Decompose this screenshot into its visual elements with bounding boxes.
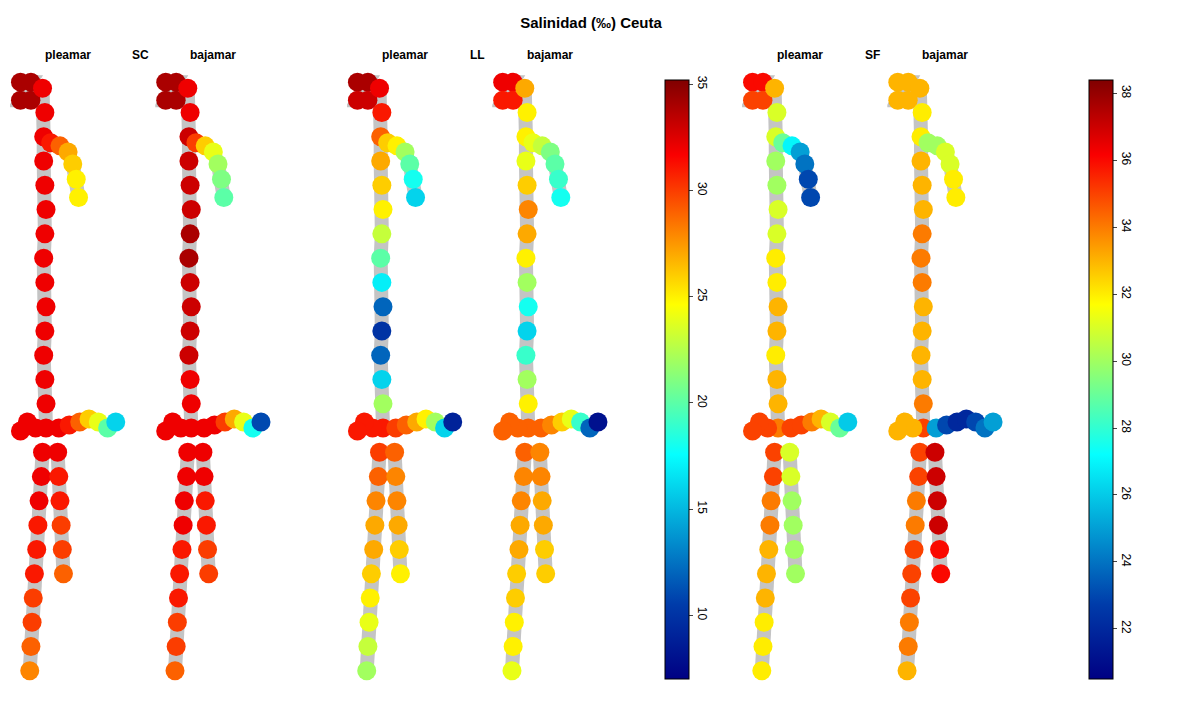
svg-text:38: 38 (1119, 85, 1133, 99)
svg-text:24: 24 (1119, 553, 1133, 567)
svg-text:SC: SC (132, 48, 149, 62)
svg-text:SF: SF (865, 48, 880, 62)
svg-text:28: 28 (1119, 420, 1133, 434)
svg-text:pleamar: pleamar (45, 48, 91, 62)
svg-text:15: 15 (695, 501, 709, 515)
svg-text:25: 25 (695, 288, 709, 302)
svg-text:22: 22 (1119, 620, 1133, 634)
svg-text:Salinidad (‰) Ceuta: Salinidad (‰) Ceuta (520, 14, 662, 31)
svg-text:pleamar: pleamar (382, 48, 428, 62)
svg-text:32: 32 (1119, 286, 1133, 300)
svg-text:35: 35 (695, 76, 709, 90)
svg-text:pleamar: pleamar (777, 48, 823, 62)
svg-text:30: 30 (1119, 353, 1133, 367)
svg-text:bajamar: bajamar (527, 48, 573, 62)
svg-text:bajamar: bajamar (190, 48, 236, 62)
svg-text:36: 36 (1119, 152, 1133, 166)
svg-text:20: 20 (695, 394, 709, 408)
svg-text:30: 30 (695, 182, 709, 196)
svg-text:bajamar: bajamar (922, 48, 968, 62)
svg-text:34: 34 (1119, 219, 1133, 233)
svg-text:LL: LL (470, 48, 485, 62)
svg-text:10: 10 (695, 607, 709, 621)
svg-text:26: 26 (1119, 486, 1133, 500)
